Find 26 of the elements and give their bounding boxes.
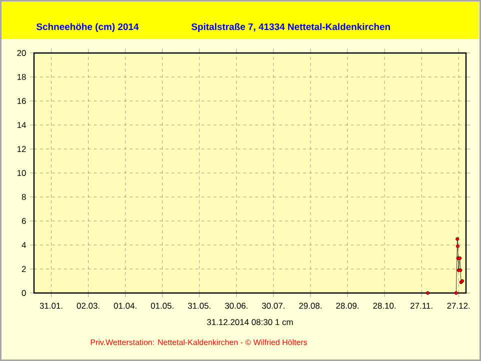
x-tick-label: 29.08. [299, 302, 322, 309]
x-tick-label: 01.05. [150, 302, 174, 309]
y-tick-label: 2 [22, 266, 26, 272]
y-tick-label: 14 [17, 122, 26, 128]
x-tick-label: 27.12. [447, 302, 470, 309]
y-tick-label: 8 [22, 194, 26, 200]
y-tick-label: 20 [17, 50, 26, 56]
chart-title: Schneehöhe (cm) 2014 [36, 23, 139, 32]
x-tick-label: 01.04. [114, 302, 136, 309]
x-tick-label: 30.06. [224, 302, 248, 309]
y-tick-label: 0 [22, 290, 26, 296]
x-tick-label: 31.01. [40, 302, 62, 309]
y-tick-label: 4 [22, 242, 26, 248]
y-tick-label: 12 [17, 146, 26, 152]
x-tick-label: 28.09. [336, 302, 359, 309]
x-tick-label: 28.10. [373, 302, 396, 309]
text: 31.12.2014 08:30 1 cm [207, 319, 293, 326]
x-tick-label: 31.05. [188, 302, 210, 309]
x-tick-label: 02.03. [76, 302, 100, 309]
x-tick-label: 27.11. [410, 302, 432, 309]
y-tick-label: 10 [17, 170, 26, 176]
x-tick-label: 30.07. [262, 302, 284, 309]
y-tick-label: 6 [22, 218, 26, 224]
chart-subtitle: Spitalstraße 7, 41334 Nettetal-Kaldenkirchen [191, 23, 390, 32]
y-tick-label: 18 [17, 74, 26, 80]
y-tick-label: 16 [17, 98, 26, 104]
